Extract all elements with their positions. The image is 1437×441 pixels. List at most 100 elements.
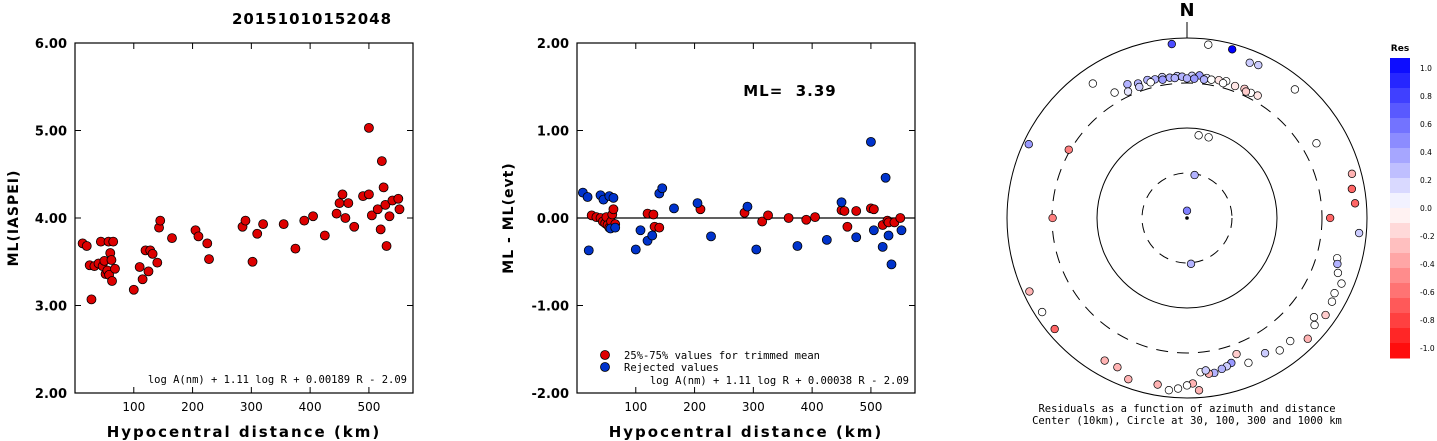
colorbar-tick-label: -0.4: [1420, 260, 1435, 269]
x-tick-label: 200: [181, 400, 204, 414]
y-tick-label: 6.00: [35, 37, 67, 52]
data-point: [792, 241, 803, 251]
colorbar-swatch: [1390, 313, 1410, 329]
station-residual-point: [1350, 199, 1360, 208]
data-point: [657, 183, 668, 194]
data-point: [610, 222, 621, 233]
station-residual-point: [1158, 75, 1167, 84]
data-point: [635, 225, 646, 236]
data-point: [147, 248, 158, 259]
data-point: [883, 230, 894, 241]
station-residual-point: [1025, 287, 1034, 296]
data-point: [384, 211, 395, 222]
data-point: [839, 206, 850, 216]
station-residual-point: [1113, 363, 1122, 372]
station-residual-point: [1048, 213, 1057, 223]
colorbar-swatch: [1390, 283, 1410, 299]
data-point: [394, 204, 405, 215]
station-residual-point: [1330, 289, 1339, 298]
station-residual-point: [1135, 82, 1144, 92]
data-point: [378, 182, 389, 193]
magnitude-vs-distance-plot: 2.00 3.00 4.00 5.00 6.00 100 200 300 400 500 ML(…: [6, 37, 414, 441]
ring-1000km: [1006, 37, 1368, 399]
colorbar-swatches: [1390, 58, 1410, 359]
data-point: [692, 198, 703, 209]
colorbar-tick-label: 0.2: [1420, 176, 1432, 185]
station-residual-point: [1194, 386, 1204, 395]
figure-title: 20151010152048: [232, 10, 392, 28]
station-residual-point: [1153, 380, 1162, 389]
data-point: [372, 204, 383, 215]
station-residual-point: [1050, 324, 1059, 334]
data-point: [583, 245, 594, 256]
station-residual-point: [1244, 358, 1253, 367]
station-residual-point: [1347, 169, 1357, 178]
colorbar-swatch: [1390, 118, 1410, 134]
station-residual-point: [1124, 375, 1133, 384]
station-residual-point: [1228, 45, 1237, 54]
station-residual-point: [1123, 87, 1133, 96]
calibration-formula: log A(nm) + 1.11 log R + 0.00189 R - 2.0…: [148, 374, 407, 386]
data-point: [868, 225, 879, 236]
station-residual-point: [1218, 79, 1228, 88]
data-point: [582, 192, 593, 202]
station-residual-point: [1327, 297, 1337, 306]
station-residual-point: [1182, 381, 1192, 390]
station-residual-point: [1182, 74, 1192, 83]
station-residual-point: [1201, 366, 1210, 375]
data-point: [630, 244, 641, 255]
x-tick-label: 500: [357, 400, 380, 414]
colorbar-tick-label: 0.8: [1420, 92, 1432, 101]
data-point: [801, 214, 812, 225]
data-point: [866, 136, 876, 147]
y-tick-label: 3.00: [35, 300, 67, 315]
x-tick-label: 100: [624, 400, 647, 414]
data-point: [107, 276, 117, 286]
y-axis-label: ML(IASPEI): [6, 170, 22, 267]
colorbar-tick-label: -0.8: [1420, 316, 1435, 325]
data-point: [134, 262, 145, 272]
data-point: [108, 236, 119, 247]
data-point: [380, 199, 391, 210]
colorbar-swatch: [1390, 178, 1410, 194]
colorbar-swatch: [1390, 148, 1410, 164]
station-residual-point: [1088, 79, 1097, 88]
data-point: [204, 254, 214, 265]
station-residual-point: [1146, 78, 1155, 87]
data-point: [851, 206, 862, 216]
station-residual-point: [1325, 213, 1335, 223]
station-residual-point: [1190, 74, 1199, 83]
data-point: [608, 204, 619, 215]
data-point: [880, 172, 891, 183]
colorbar-swatch: [1390, 103, 1410, 119]
station-residual-point: [1260, 349, 1270, 358]
data-point: [783, 213, 794, 223]
station-residual-point: [1170, 73, 1179, 83]
data-point: [152, 257, 163, 268]
station-residual-point: [1286, 336, 1295, 346]
station-residual-point: [1333, 259, 1342, 269]
colorbar-tick-labels: 1.0 0.8 0.6 0.4 0.2 0.0 -0.2 -0.4 -0.6 -0.8 -1.0: [1420, 64, 1435, 353]
station-residual-point: [1110, 88, 1119, 97]
data-point: [757, 216, 768, 227]
station-residuals: [1024, 39, 1364, 395]
data-point: [895, 213, 906, 223]
data-point: [155, 215, 166, 226]
colorbar-tick-label: 1.0: [1420, 64, 1432, 73]
station-residual-point: [1186, 259, 1196, 268]
station-residual-point: [1333, 268, 1343, 278]
colorbar-tick-label: 0.6: [1420, 120, 1432, 129]
y-tick-label: 2.00: [35, 387, 67, 402]
y-tick-label: -2.00: [532, 387, 569, 402]
caption-line-1: Residuals as a function of azimuth and d…: [1038, 403, 1335, 415]
colorbar-swatch: [1390, 298, 1410, 314]
station-residual-point: [1194, 131, 1203, 140]
data-point: [337, 189, 348, 200]
data-point: [334, 198, 345, 209]
station-residual-point: [1123, 80, 1132, 89]
station-residual-point: [1190, 170, 1199, 180]
data-point: [608, 192, 619, 203]
data-point: [648, 209, 659, 220]
colorbar-swatch: [1390, 193, 1410, 209]
